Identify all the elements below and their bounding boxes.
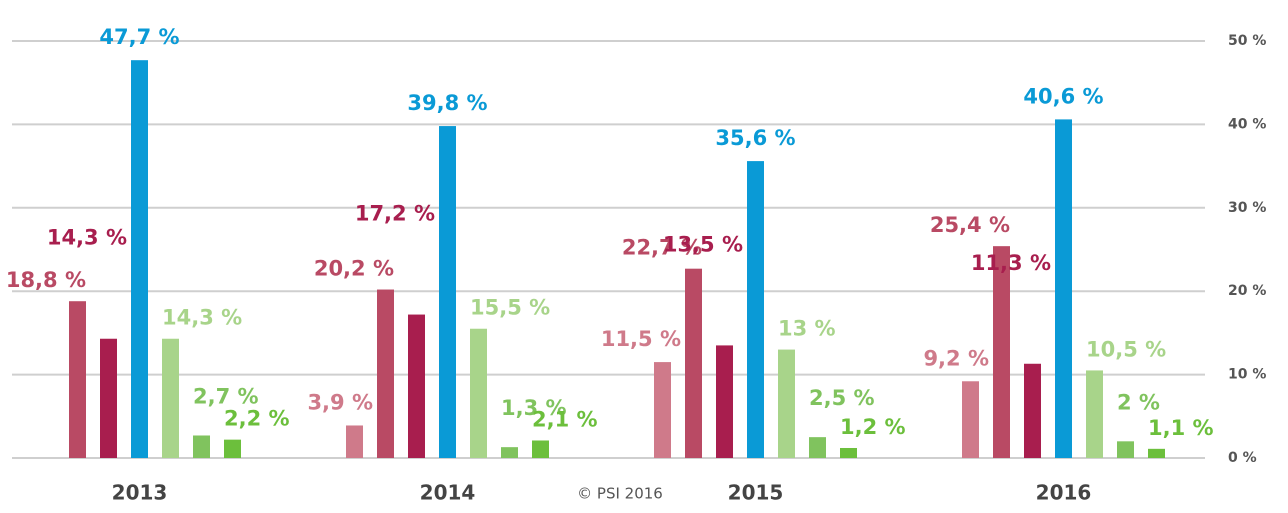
bar	[685, 268, 702, 458]
bar	[716, 345, 733, 458]
value-label: 2,1 %	[532, 407, 598, 431]
value-label: 2 %	[1117, 390, 1160, 414]
bar	[470, 328, 487, 458]
value-label: 13,5 %	[663, 232, 743, 256]
x-tick-label: 2014	[420, 481, 476, 505]
x-tick-label: 2015	[728, 481, 784, 505]
value-label: 17,2 %	[355, 202, 435, 226]
value-label: 9,2 %	[923, 346, 989, 370]
value-label: 25,4 %	[930, 213, 1010, 237]
bar	[1086, 370, 1103, 458]
bar	[840, 447, 857, 458]
y-tick-label: 10 %	[1228, 367, 1266, 383]
bar	[1148, 448, 1165, 458]
value-label: 1,3 %	[501, 396, 567, 420]
bar	[377, 289, 394, 458]
value-label: 2,2 %	[224, 407, 290, 431]
value-label: 35,6 %	[715, 126, 795, 150]
x-tick-label: 2013	[112, 481, 168, 505]
value-label: 47,7 %	[99, 25, 179, 49]
value-label: 10,5 %	[1086, 337, 1166, 361]
bar	[778, 349, 795, 458]
bar	[501, 447, 518, 458]
value-label: 18,8 %	[6, 268, 86, 292]
value-label: 14,3 %	[162, 306, 242, 330]
bar	[69, 301, 86, 458]
bar	[346, 425, 363, 458]
value-label: 39,8 %	[407, 91, 487, 115]
bar	[962, 381, 979, 458]
y-tick-label: 30 %	[1228, 200, 1266, 216]
y-tick-label: 50 %	[1228, 33, 1266, 49]
bar	[193, 435, 210, 458]
value-label: 13 %	[778, 317, 836, 341]
bar	[532, 440, 549, 458]
value-label: 20,2 %	[314, 257, 394, 281]
value-label: 15,5 %	[470, 296, 550, 320]
bar	[1024, 363, 1041, 458]
value-label: 1,1 %	[1148, 416, 1214, 440]
value-label: 40,6 %	[1023, 84, 1103, 108]
bar	[654, 362, 671, 458]
value-label: 11,3 %	[971, 251, 1051, 275]
bar	[1117, 441, 1134, 458]
y-tick-label: 20 %	[1228, 283, 1266, 299]
x-tick-label: 2016	[1036, 481, 1092, 505]
y-tick-label: 40 %	[1228, 116, 1266, 132]
bar	[439, 126, 456, 459]
bar	[131, 60, 148, 458]
bar	[224, 439, 241, 458]
footer: © PSI 2016	[577, 485, 663, 503]
value-label: 1,2 %	[840, 415, 906, 439]
value-label: 11,5 %	[601, 327, 681, 351]
bar	[162, 338, 179, 458]
bar	[747, 161, 764, 458]
bar	[1055, 119, 1072, 458]
value-label: 22,7 %	[622, 236, 702, 260]
y-tick-label: 0 %	[1228, 450, 1257, 466]
value-label: 14,3 %	[47, 226, 127, 250]
value-label: 2,7 %	[193, 384, 259, 408]
bar	[100, 338, 117, 458]
value-label: 2,5 %	[809, 386, 875, 410]
value-label: 3,9 %	[307, 390, 373, 414]
bar	[993, 246, 1010, 458]
bar	[408, 314, 425, 458]
bar	[809, 437, 826, 458]
